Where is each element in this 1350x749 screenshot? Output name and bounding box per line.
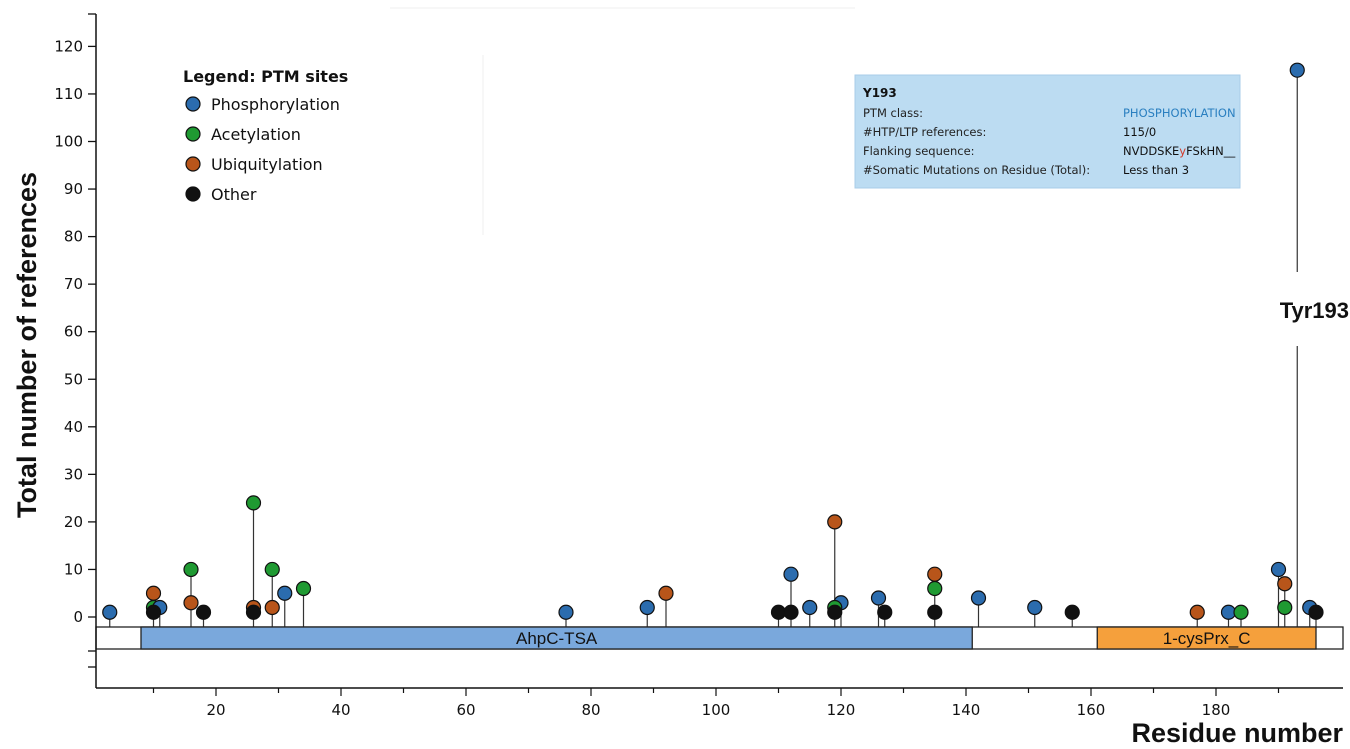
site-marker-acetylation-191 [1277,599,1293,616]
site-marker-other-10 [145,604,162,620]
site-marker-phosphorylation-190 [1270,561,1287,578]
site-tooltip: Y193 PTM class: PHOSPHORYLATION #HTP/LTP re… [854,74,1241,189]
tooltip-value: 115/0 [1123,125,1156,139]
y-tick-label: 40 [64,418,83,436]
site-marker-phosphorylation-115 [802,599,818,616]
site-marker-other-127 [877,604,893,620]
site-marker-ubiquitylation-177 [1189,604,1205,620]
site-marker-acetylation-184 [1233,604,1249,620]
site-marker-phosphorylation-126 [870,590,887,606]
y-tick-label: 70 [64,275,83,293]
y-tick-label: 80 [64,228,83,246]
site-marker-ubiquitylation-10 [145,585,162,601]
site-marker-acetylation-16 [183,561,199,578]
site-marker-ubiquitylation-119 [827,514,843,530]
site-marker-ubiquitylation-29 [264,599,280,616]
site-marker-phosphorylation-76 [558,604,574,620]
tooltip-key: Flanking sequence: [863,144,975,158]
tooltip-box [854,74,1241,189]
site-marker-other-18 [195,604,212,620]
y-tick-label: 110 [54,85,83,103]
protein-bar: AhpC-TSA 1-cysPrx_C [95,626,1344,650]
legend-swatch-phosphorylation [185,96,201,112]
x-tick-label: 160 [1077,701,1106,719]
tooltip-value: Less than 3 [1123,163,1189,177]
domain-2 [1096,626,1317,650]
background-decor [390,7,855,235]
site-marker-acetylation-34 [295,580,312,597]
site-marker-ubiquitylation-92 [658,585,674,601]
tooltip-value: PHOSPHORYLATION [1123,106,1236,120]
annotation-label: Tyr193 [1280,298,1349,323]
site-marker-phosphorylation-3 [102,604,118,620]
site-marker-ubiquitylation-135 [927,566,943,582]
x-tick-label: 60 [456,701,475,719]
y-tick-label: 20 [64,513,83,531]
site-marker-acetylation-29 [264,561,280,578]
x-tick-label: 140 [952,701,981,719]
y-axis-title: Total number of references [12,172,42,518]
site-marker-acetylation-135 [927,580,943,597]
y-tick-label: 50 [64,370,83,388]
site-marker-phosphorylation-193 [1289,62,1305,78]
tooltip-key: #Somatic Mutations on Residue (Total): [863,163,1090,177]
site-marker-other-112 [783,604,799,620]
tooltip-value-flanking: NVDDSKEyFSkHN__ [1123,144,1235,158]
x-tick-label: 120 [827,701,856,719]
legend-swatch-other [185,186,201,202]
site-marker-other-26 [245,604,262,620]
legend-swatch-ubiquitylation [185,156,201,172]
domain-1 [140,626,973,650]
y-tick-label: 100 [54,133,83,151]
flank-site: y [1179,144,1186,158]
site-marker-ubiquitylation-16 [183,595,199,611]
legend-label-ubiquitylation: Ubiquitylation [211,155,323,174]
legend: Legend: PTM sites Phosphorylation Acetylat… [183,67,348,204]
tooltip-title: Y193 [862,86,897,100]
site-marker-other-196 [1308,604,1324,620]
flank-after: FSkHN__ [1186,144,1235,158]
site-marker-other-157 [1064,604,1080,620]
annotation-layer: Tyr193 [1280,272,1349,346]
tooltip-key: #HTP/LTP references: [863,125,986,139]
site-marker-phosphorylation-31 [277,585,293,601]
legend-label-phosphorylation: Phosphorylation [211,95,340,114]
site-marker-ubiquitylation-191 [1277,576,1293,592]
site-marker-other-135 [927,604,943,620]
site-marker-phosphorylation-89 [639,599,655,616]
site-marker-layer [102,62,1324,620]
y-tick-label: 60 [64,323,83,341]
x-tick-label: 40 [331,701,350,719]
domain-label: 1-cysPrx_C [1163,629,1251,648]
legend-swatch-acetylation [185,126,201,142]
tooltip-key: PTM class: [863,106,923,120]
legend-label-acetylation: Acetylation [211,125,301,144]
site-marker-other-119 [827,604,843,620]
site-marker-acetylation-26 [245,495,262,511]
y-tick-label: 90 [64,180,83,198]
x-tick-label: 20 [206,701,225,719]
legend-label-other: Other [211,185,257,204]
flank-before: NVDDSKE [1123,144,1179,158]
site-marker-phosphorylation-151 [1027,599,1043,616]
legend-title: Legend: PTM sites [183,67,348,86]
site-marker-phosphorylation-142 [970,590,987,606]
axes: 0 10 20 30 40 50 60 70 80 90 100 110 120 20 40 60 80 100 1… [54,13,1343,719]
x-tick-label: 180 [1202,701,1231,719]
y-tick-label: 10 [64,560,83,578]
y-tick-label: 0 [73,608,83,626]
y-tick-label: 120 [54,37,83,55]
x-tick-label: 100 [702,701,731,719]
y-tick-label: 30 [64,465,83,483]
x-tick-label: 80 [581,701,600,719]
annotation-gap [1294,272,1301,346]
x-axis-title: Residue number [1131,718,1343,748]
domain-label: AhpC-TSA [516,629,598,648]
site-marker-phosphorylation-112 [783,566,799,582]
